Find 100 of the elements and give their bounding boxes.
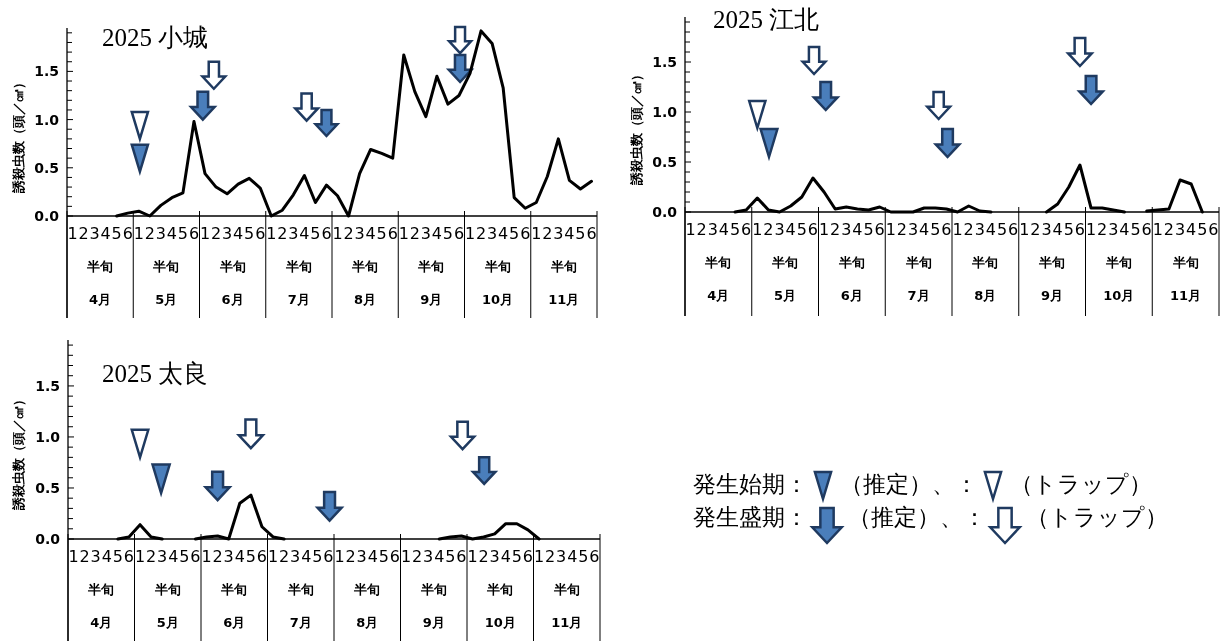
x-tick-label: 5 <box>376 224 387 243</box>
x-tick-label: 6 <box>255 224 266 243</box>
x-tick-label: 5 <box>245 547 256 566</box>
text: 半旬 <box>351 259 379 274</box>
x-tick-label: 2 <box>79 547 90 566</box>
text: 9月 <box>1041 288 1064 303</box>
text: 発生始期： <box>693 472 808 497</box>
text: 半旬 <box>1104 255 1132 270</box>
x-tick-label: 2 <box>830 220 841 239</box>
x-tick-label: 1 <box>134 547 146 566</box>
x-tick-label: 5 <box>863 220 874 239</box>
x-tick-label: 6 <box>807 220 819 239</box>
y-tick-label: 1.5 <box>35 377 60 394</box>
text: 半旬 <box>286 582 314 597</box>
x-tick-label: 2 <box>478 547 489 566</box>
x-tick-label: 3 <box>354 224 365 243</box>
x-tick-label: 1 <box>67 224 78 243</box>
text: 5月 <box>774 288 797 303</box>
x-tick-label: 2 <box>475 224 487 243</box>
x-tick-label: 3 <box>157 547 168 566</box>
x-tick-label: 6 <box>456 547 467 566</box>
x-tick-label: 6 <box>941 220 952 239</box>
x-tick-label: 1 <box>1085 220 1097 239</box>
x-tick-label: 2 <box>144 224 155 243</box>
x-tick-label: 4 <box>367 547 378 566</box>
x-tick-label: 5 <box>930 220 941 239</box>
text: 半旬 <box>1038 255 1066 270</box>
text: 半旬 <box>971 255 999 270</box>
y-tick-label: 0.0 <box>34 208 60 224</box>
text: 半旬 <box>486 582 514 597</box>
x-tick-label: 2 <box>345 547 356 566</box>
text: 半旬 <box>417 259 445 274</box>
text: 5月 <box>156 615 179 630</box>
x-tick-label: 5 <box>511 547 522 566</box>
text: 6月 <box>840 288 863 303</box>
x-tick-label: 5 <box>112 547 123 566</box>
text: 4月 <box>707 288 730 303</box>
x-tick-label: 1 <box>464 224 476 243</box>
text: 11月 <box>1170 288 1202 303</box>
x-tick-label: 2 <box>1163 220 1175 239</box>
x-tick-label: 2 <box>696 220 707 239</box>
x-tick-label: 1 <box>531 224 542 243</box>
x-tick-label: 4 <box>919 220 930 239</box>
text: 8月 <box>974 288 997 303</box>
x-tick-label: 2 <box>763 220 774 239</box>
y-tick-label: 0.5 <box>34 159 59 176</box>
text: 8月 <box>354 292 377 307</box>
x-tick-label: 6 <box>188 224 200 243</box>
y-tick-label: 1.0 <box>652 104 678 120</box>
x-tick-label: 3 <box>556 547 567 566</box>
text: 2025 太良 <box>102 360 209 387</box>
y-tick-label: 1.0 <box>34 111 60 128</box>
x-tick-label: 1 <box>752 220 763 239</box>
x-tick-label: 1 <box>199 224 211 243</box>
x-tick-label: 3 <box>288 224 299 243</box>
x-tick-label: 3 <box>90 547 101 566</box>
text: 半旬 <box>86 259 114 274</box>
x-tick-label: 4 <box>234 547 245 566</box>
x-tick-label: 1 <box>334 547 345 566</box>
x-tick-label: 3 <box>420 224 431 243</box>
text: 10月 <box>484 615 516 630</box>
x-tick-label: 5 <box>244 224 255 243</box>
text: 6月 <box>221 292 244 307</box>
x-tick-label: 1 <box>952 220 963 239</box>
text: 半旬 <box>153 582 181 597</box>
y-axis-title: 誘殺虫数（頭／㎠） <box>628 68 644 186</box>
x-tick-label: 3 <box>487 224 498 243</box>
text: 半旬 <box>483 259 511 274</box>
y-tick-label: 0.0 <box>35 531 61 547</box>
text: （推定）、： <box>840 472 978 497</box>
x-tick-label: 5 <box>1197 220 1208 239</box>
x-tick-label: 1 <box>400 547 412 566</box>
x-tick-label: 3 <box>553 224 564 243</box>
x-tick-label: 4 <box>434 547 445 566</box>
text: 11月 <box>551 615 583 630</box>
text: 11月 <box>548 292 580 307</box>
x-tick-label: 3 <box>774 220 785 239</box>
x-tick-label: 4 <box>852 220 863 239</box>
x-tick-label: 5 <box>442 224 454 243</box>
x-tick-label: 3 <box>1108 220 1119 239</box>
y-tick-label: 0.5 <box>35 479 60 496</box>
x-tick-label: 3 <box>89 224 100 243</box>
x-tick-label: 4 <box>101 547 112 566</box>
x-tick-label: 2 <box>343 224 354 243</box>
x-tick-label: 5 <box>509 224 520 243</box>
x-tick-label: 3 <box>489 547 500 566</box>
x-tick-label: 1 <box>68 547 79 566</box>
x-tick-label: 1 <box>533 547 545 566</box>
x-tick-label: 5 <box>179 547 190 566</box>
x-tick-label: 5 <box>1063 220 1074 239</box>
text: 半旬 <box>353 582 381 597</box>
x-tick-label: 2 <box>1097 220 1108 239</box>
x-tick-label: 2 <box>212 547 223 566</box>
x-tick-label: 4 <box>301 547 312 566</box>
x-tick-label: 4 <box>100 224 111 243</box>
x-tick-label: 1 <box>398 224 409 243</box>
x-tick-label: 4 <box>500 547 511 566</box>
x-tick-label: 3 <box>1041 220 1052 239</box>
x-tick-label: 1 <box>818 220 830 239</box>
text: 4月 <box>90 615 113 630</box>
